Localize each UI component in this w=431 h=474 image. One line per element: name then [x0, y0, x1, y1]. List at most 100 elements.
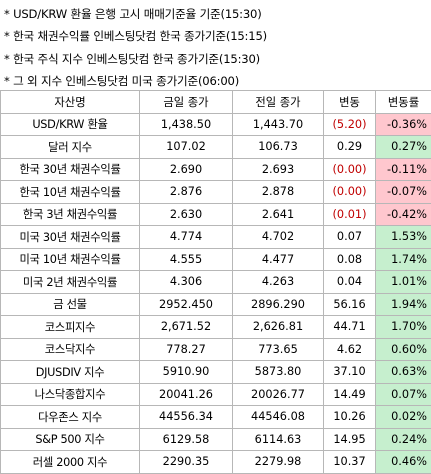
prev-close-cell: 2279.98	[233, 451, 324, 474]
change-rate-cell: 0.24%	[376, 428, 431, 451]
change-rate-cell: 1.94%	[376, 293, 431, 316]
change-cell: 10.26	[324, 406, 376, 429]
change-rate-cell: 0.46%	[376, 451, 431, 474]
change-rate-cell: -0.42%	[376, 203, 431, 226]
prev-close-cell: 106.73	[233, 136, 324, 159]
change-rate-cell: -0.07%	[376, 181, 431, 204]
today-close-cell: 107.02	[140, 136, 233, 159]
change-cell: 44.71	[324, 316, 376, 339]
asset-name-cell: 미국 2년 채권수익률	[1, 271, 140, 294]
today-close-cell: 5910.90	[140, 361, 233, 384]
asset-name-cell: 다우존스 지수	[1, 406, 140, 429]
header-prev-close: 전일 종가	[233, 91, 324, 114]
today-close-cell: 2.876	[140, 181, 233, 204]
change-rate-cell: 0.27%	[376, 136, 431, 159]
note-other-indices: * 그 외 지수 인베스팅닷컴 미국 종가기준(06:00)	[4, 70, 429, 92]
change-rate-cell: 1.01%	[376, 271, 431, 294]
asset-name-cell: 코스닥지수	[1, 338, 140, 361]
change-cell: 0.07	[324, 226, 376, 249]
today-close-cell: 4.774	[140, 226, 233, 249]
change-rate-cell: 0.63%	[376, 361, 431, 384]
change-rate-cell: 0.07%	[376, 383, 431, 406]
prev-close-cell: 2.693	[233, 158, 324, 181]
today-close-cell: 2,671.52	[140, 316, 233, 339]
note-kr-bonds: * 한국 채권수익률 인베스팅닷컴 한국 종가기준(15:15)	[4, 25, 429, 47]
today-close-cell: 4.306	[140, 271, 233, 294]
change-rate-cell: -0.11%	[376, 158, 431, 181]
today-close-cell: 2.690	[140, 158, 233, 181]
asset-name-cell: 한국 30년 채권수익률	[1, 158, 140, 181]
change-rate-cell: 1.70%	[376, 316, 431, 339]
asset-name-cell: 미국 30년 채권수익률	[1, 226, 140, 249]
today-close-cell: 20041.26	[140, 383, 233, 406]
prev-close-cell: 2.878	[233, 181, 324, 204]
change-cell: 37.10	[324, 361, 376, 384]
today-close-cell: 778.27	[140, 338, 233, 361]
prev-close-cell: 44546.08	[233, 406, 324, 429]
change-cell: 56.16	[324, 293, 376, 316]
header-change: 변동	[324, 91, 376, 114]
today-close-cell: 4.555	[140, 248, 233, 271]
change-cell: 0.08	[324, 248, 376, 271]
prev-close-cell: 5873.80	[233, 361, 324, 384]
asset-name-cell: 나스닥종합지수	[1, 383, 140, 406]
table-header-row: 자산명 금일 종가 전일 종가 변동 변동률	[1, 91, 431, 114]
prev-close-cell: 6114.63	[233, 428, 324, 451]
prev-close-cell: 1,443.70	[233, 113, 324, 136]
today-close-cell: 2.630	[140, 203, 233, 226]
change-rate-cell: 1.74%	[376, 248, 431, 271]
change-cell: (5.20)	[324, 113, 376, 136]
header-change-rate: 변동률	[376, 91, 431, 114]
change-rate-cell: 1.53%	[376, 226, 431, 249]
asset-name-cell: 한국 3년 채권수익률	[1, 203, 140, 226]
prev-close-cell: 20026.77	[233, 383, 324, 406]
asset-name-cell: 러셀 2000 지수	[1, 451, 140, 474]
header-asset-name: 자산명	[1, 91, 140, 114]
today-close-cell: 6129.58	[140, 428, 233, 451]
today-close-cell: 44556.34	[140, 406, 233, 429]
asset-name-cell: 미국 10년 채권수익률	[1, 248, 140, 271]
asset-name-cell: 한국 10년 채권수익률	[1, 181, 140, 204]
prev-close-cell: 2.641	[233, 203, 324, 226]
prev-close-cell: 773.65	[233, 338, 324, 361]
prev-close-cell: 4.263	[233, 271, 324, 294]
today-close-cell: 2290.35	[140, 451, 233, 474]
header-today-close: 금일 종가	[140, 91, 233, 114]
asset-name-cell: USD/KRW 환율	[1, 113, 140, 136]
change-cell: 0.04	[324, 271, 376, 294]
today-close-cell: 1,438.50	[140, 113, 233, 136]
change-rate-cell: 0.60%	[376, 338, 431, 361]
prev-close-cell: 2,626.81	[233, 316, 324, 339]
asset-name-cell: 코스피지수	[1, 316, 140, 339]
prev-close-cell: 4.477	[233, 248, 324, 271]
change-cell: 10.37	[324, 451, 376, 474]
asset-name-cell: DJUSDIV 지수	[1, 361, 140, 384]
asset-name-cell: 금 선물	[1, 293, 140, 316]
change-cell: 14.49	[324, 383, 376, 406]
note-usdkrw: * USD/KRW 환율 은행 고시 매매기준율 기준(15:30)	[4, 3, 429, 25]
change-cell: (0.00)	[324, 181, 376, 204]
asset-name-cell: S&P 500 지수	[1, 428, 140, 451]
change-cell: 4.62	[324, 338, 376, 361]
note-kr-stocks: * 한국 주식 지수 인베스팅닷컴 한국 종가기준(15:30)	[4, 48, 429, 70]
change-cell: 14.95	[324, 428, 376, 451]
change-rate-cell: 0.02%	[376, 406, 431, 429]
asset-name-cell: 달러 지수	[1, 136, 140, 159]
